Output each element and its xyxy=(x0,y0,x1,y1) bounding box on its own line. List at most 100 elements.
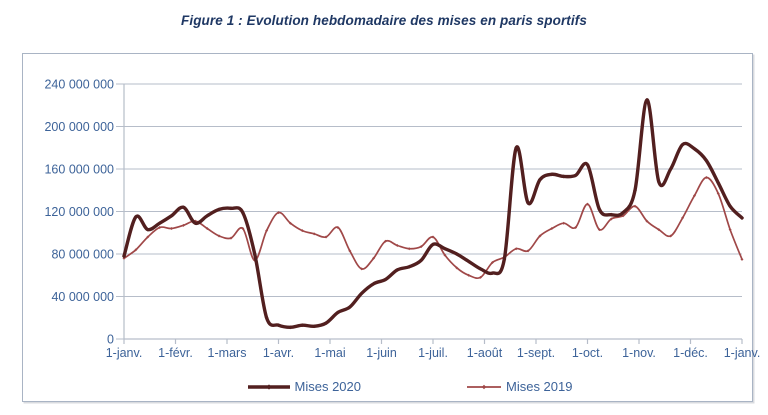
series-marker xyxy=(360,267,364,271)
series-marker xyxy=(645,98,649,102)
series-marker xyxy=(573,173,578,178)
x-axis-label: 1-oct. xyxy=(572,346,603,360)
series-marker xyxy=(633,204,637,208)
series-marker xyxy=(526,249,530,253)
series-marker xyxy=(181,223,185,227)
series-marker xyxy=(442,246,447,251)
series-marker xyxy=(395,244,399,247)
series-marker xyxy=(348,249,352,253)
series-marker xyxy=(324,321,328,325)
series-marker xyxy=(158,225,162,229)
series-marker xyxy=(716,191,720,195)
series-marker xyxy=(466,259,471,264)
series-marker xyxy=(668,167,673,171)
series-marker xyxy=(241,227,245,230)
series-marker xyxy=(372,256,376,260)
series-marker xyxy=(740,215,744,220)
series-marker xyxy=(157,221,162,226)
series-marker xyxy=(479,275,483,279)
x-axis-label: 1-janv. xyxy=(724,346,761,360)
x-axis-label: 1-août xyxy=(467,346,503,360)
series-marker xyxy=(431,235,435,239)
series-line-mises-2020 xyxy=(122,98,744,329)
series-marker xyxy=(490,261,494,264)
series-marker xyxy=(300,323,305,328)
series-marker xyxy=(336,310,340,315)
series-marker xyxy=(134,248,138,252)
series-marker xyxy=(455,266,459,270)
legend-item-mises-2019: Mises 2019 xyxy=(465,379,572,394)
series-marker xyxy=(586,202,589,206)
series-marker xyxy=(443,253,447,257)
series-marker xyxy=(597,207,602,212)
figure-box: 0 40 000 000 80 000 000 120 000 000 160 000 … xyxy=(22,53,760,402)
legend-line-2019-icon xyxy=(467,384,501,389)
series-marker xyxy=(704,176,708,179)
series-marker xyxy=(407,264,412,269)
series-marker xyxy=(133,214,138,219)
series-marker xyxy=(146,235,150,239)
y-axis-label: 200 000 000 xyxy=(44,120,114,134)
series-marker xyxy=(669,234,673,238)
series-marker xyxy=(276,323,281,328)
series-marker xyxy=(170,227,174,230)
series-marker xyxy=(454,252,459,256)
y-axis-label: 240 000 000 xyxy=(44,78,114,92)
series-marker xyxy=(728,204,733,209)
series-marker xyxy=(656,179,661,184)
series-marker xyxy=(692,146,697,151)
x-axis-label: 1-avr. xyxy=(263,346,294,360)
series-marker xyxy=(240,210,245,215)
series-marker xyxy=(657,228,661,232)
series-marker xyxy=(633,188,637,193)
series-marker xyxy=(169,213,174,218)
x-axis-label: 1-déc. xyxy=(673,346,708,360)
series-marker xyxy=(681,216,685,220)
x-axis-label: 1-sept. xyxy=(517,346,555,360)
y-axis-label: 80 000 000 xyxy=(51,248,114,262)
x-axis-label: 1-févr. xyxy=(158,346,193,360)
series-marker xyxy=(217,234,221,238)
x-axis-label: 1-nov. xyxy=(622,346,656,360)
series-marker xyxy=(538,234,542,238)
series-marker xyxy=(324,235,328,239)
x-axis-label: 1-janv. xyxy=(106,346,143,360)
series-marker xyxy=(597,228,601,232)
chart-title: Figure 1 : Evolution hebdomadaire des mi… xyxy=(181,13,587,28)
legend: Mises 2020 Mises 2019 xyxy=(23,379,752,394)
series-marker xyxy=(514,145,519,150)
series-marker xyxy=(288,221,292,225)
series-marker xyxy=(383,239,387,243)
series-marker xyxy=(312,324,317,329)
x-axis-label: 1-mai xyxy=(314,346,345,360)
series-marker xyxy=(205,227,209,230)
series-marker xyxy=(419,245,423,249)
series-marker xyxy=(562,221,566,225)
series-marker xyxy=(716,180,721,185)
legend-label-mises-2019: Mises 2019 xyxy=(506,379,573,394)
series-marker xyxy=(514,247,518,251)
series-marker xyxy=(229,236,233,240)
series-marker xyxy=(419,258,424,263)
series-marker xyxy=(692,194,696,198)
y-axis-label: 160 000 000 xyxy=(44,163,114,177)
series-marker xyxy=(288,325,293,330)
series-marker xyxy=(265,229,269,233)
series-marker xyxy=(609,217,613,221)
y-axis-labels: 0 40 000 000 80 000 000 120 000 000 160 000 … xyxy=(44,78,114,347)
y-axis-label: 40 000 000 xyxy=(51,290,114,304)
series-marker xyxy=(680,142,685,147)
series-marker xyxy=(549,172,554,177)
x-axis-label: 1-juin xyxy=(366,346,397,360)
series-marker xyxy=(728,228,732,232)
y-axis-label: 120 000 000 xyxy=(44,205,114,219)
series-line-mises-2019 xyxy=(123,176,743,280)
series-marker xyxy=(264,315,269,320)
series-marker xyxy=(145,227,150,232)
series-marker xyxy=(538,177,542,182)
series-marker xyxy=(467,273,471,277)
series-lines xyxy=(122,98,744,330)
series-marker xyxy=(407,247,411,251)
x-axis-label: 1-mars xyxy=(208,346,247,360)
series-marker xyxy=(585,162,590,167)
